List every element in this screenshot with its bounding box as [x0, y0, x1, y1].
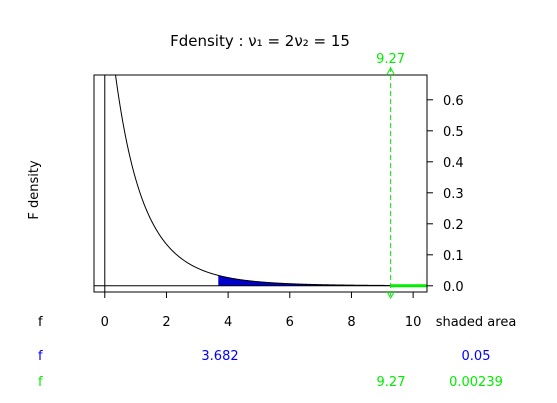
readout-row2-f-value: 9.27: [377, 375, 406, 390]
marker-arrow-bottom: [386, 290, 396, 300]
y-axis-label: F density: [27, 160, 42, 220]
plot-frame: [93, 74, 428, 293]
readout-row2-f-label: f: [38, 375, 43, 390]
x-tick-label: 10: [405, 315, 422, 330]
x-tick-label: 0: [101, 315, 109, 330]
x-tick-label: 6: [286, 315, 294, 330]
marker-arrow-top: [386, 66, 396, 76]
readout-row2-area: 0.00239: [449, 375, 503, 390]
y-tick-label: 0.2: [443, 218, 464, 233]
x-tick-label: 4: [224, 315, 232, 330]
readout-row1-area: 0.05: [462, 349, 491, 364]
x-axis: 0 2 4 6 8 10: [101, 292, 422, 330]
y-tick-label: 0.4: [443, 156, 464, 171]
marker-label: 9.27: [376, 52, 405, 67]
y-axis: 0.0 0.1 0.2 0.3 0.4 0.5 0.6: [427, 94, 464, 295]
shaded-region-blue: [218, 275, 427, 286]
x-tick-label: 2: [162, 315, 170, 330]
y-tick-label: 0.3: [443, 187, 464, 202]
y-tick-label: 0.6: [443, 94, 464, 109]
y-tick-label: 0.5: [443, 125, 464, 140]
readout-row1-f-label: f: [38, 349, 43, 364]
y-tick-label: 0.0: [443, 280, 464, 295]
readout-row1-f-value: 3.682: [201, 349, 238, 364]
y-tick-label: 0.1: [443, 249, 464, 264]
x-tick-label: 8: [347, 315, 355, 330]
chart-title: Fdensity : ν₁ = 2ν₂ = 15: [170, 32, 350, 50]
readout-area-header: shaded area: [436, 315, 517, 330]
readout-f-header: f: [38, 315, 43, 330]
